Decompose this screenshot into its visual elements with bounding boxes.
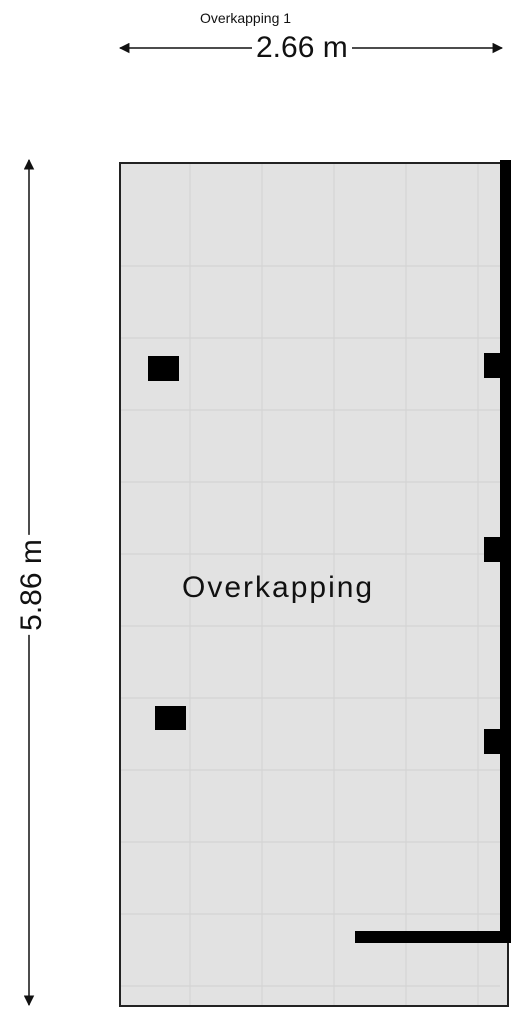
bottom-wall	[355, 931, 511, 943]
floor-tile-grid	[121, 164, 500, 1005]
support-post	[148, 356, 179, 381]
wall-post	[484, 537, 504, 562]
wall-post	[484, 353, 504, 378]
width-dimension-label: 2.66 m	[252, 31, 352, 65]
plan-title: Overkapping 1	[200, 10, 292, 26]
wall-post	[484, 729, 504, 754]
room-label: Overkapping	[182, 571, 375, 604]
right-wall	[500, 160, 511, 943]
support-post	[155, 706, 186, 730]
floor-area	[119, 162, 509, 1007]
height-dimension-label: 5.86 m	[15, 535, 49, 635]
